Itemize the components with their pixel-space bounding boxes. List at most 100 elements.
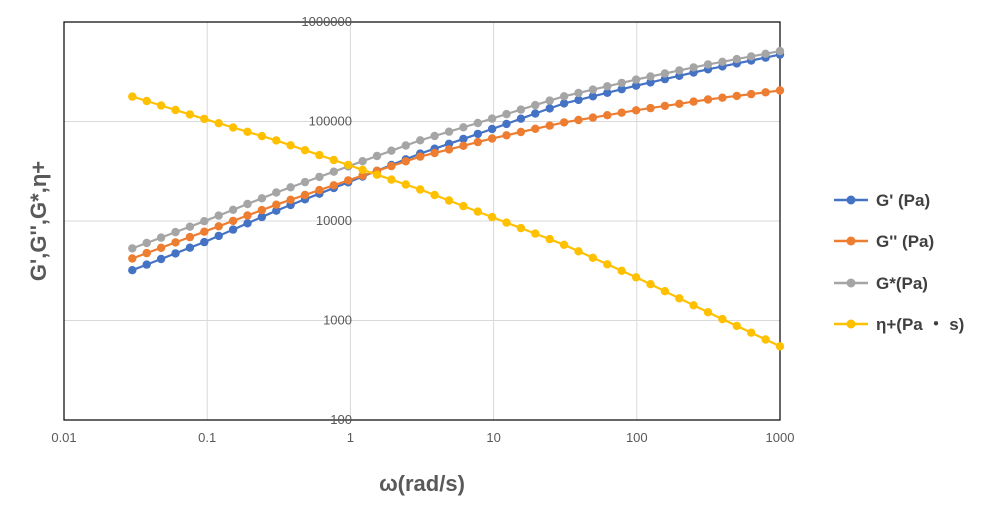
series-line	[131, 95, 781, 348]
legend-swatch-marker	[846, 236, 856, 246]
data-point	[214, 222, 223, 231]
data-point	[747, 328, 756, 337]
data-point	[603, 88, 612, 98]
data-point	[416, 185, 425, 194]
data-point	[703, 60, 713, 69]
data-point	[228, 216, 238, 226]
data-point	[416, 152, 425, 161]
data-point	[372, 170, 382, 179]
data-point	[200, 237, 209, 247]
data-point	[185, 110, 195, 119]
data-point	[559, 118, 569, 127]
x-tick-label: 100	[626, 430, 648, 445]
y-axis-ticks: 100 1000 10000 100000 1000000	[301, 14, 352, 427]
data-point	[300, 190, 310, 200]
data-point	[675, 66, 684, 75]
data-point	[272, 136, 281, 145]
data-point	[574, 247, 583, 256]
data-point	[272, 206, 281, 215]
series-line	[131, 53, 781, 272]
data-point	[646, 72, 655, 81]
data-point	[646, 103, 655, 113]
data-point	[775, 86, 785, 95]
legend-swatch-marker	[846, 278, 856, 288]
data-point	[631, 106, 641, 115]
data-point	[531, 100, 540, 110]
series-group	[128, 46, 785, 351]
data-point	[531, 229, 540, 238]
data-point	[416, 136, 425, 145]
data-point	[142, 248, 151, 258]
legend-label: η+(Pa ・ s)	[876, 315, 964, 334]
y-tick-label: 1000000	[301, 14, 352, 29]
x-tick-label: 1	[347, 430, 354, 445]
data-point	[243, 211, 252, 220]
data-point	[315, 185, 324, 195]
data-point	[718, 93, 727, 102]
data-point	[401, 180, 410, 189]
data-point	[559, 99, 569, 108]
x-axis-title: ω(rad/s)	[379, 471, 465, 496]
data-point	[156, 243, 166, 252]
data-point	[156, 254, 166, 264]
data-point	[473, 137, 482, 147]
data-point	[228, 123, 238, 132]
data-point	[603, 82, 612, 91]
data-point	[257, 212, 267, 222]
data-point	[761, 88, 770, 97]
x-tick-label: 0.1	[198, 430, 216, 445]
data-point	[459, 123, 468, 132]
data-point	[703, 308, 713, 317]
data-point	[732, 54, 741, 64]
data-point	[718, 314, 727, 324]
data-point	[574, 115, 583, 125]
data-point	[430, 131, 439, 141]
data-point	[559, 240, 569, 249]
legend-swatch-marker	[846, 319, 856, 329]
data-point	[272, 200, 281, 209]
y-tick-label: 100	[330, 412, 352, 427]
data-point	[487, 134, 497, 143]
data-point	[502, 119, 511, 129]
data-point	[516, 114, 526, 123]
data-point	[358, 171, 367, 180]
data-point	[502, 218, 511, 227]
data-point	[660, 101, 670, 111]
data-point	[545, 234, 554, 244]
data-point	[487, 124, 497, 134]
legend-label: G'' (Pa)	[876, 232, 934, 251]
data-point	[444, 145, 454, 154]
x-axis-ticks: 0.01 0.1 1 10 100 1000	[51, 430, 794, 445]
data-point	[732, 321, 741, 331]
data-point	[171, 105, 180, 115]
data-point	[473, 207, 482, 216]
data-point	[243, 199, 252, 209]
data-point	[329, 167, 338, 176]
data-point	[531, 124, 540, 133]
data-point	[459, 134, 468, 144]
data-point	[689, 97, 698, 106]
x-tick-label: 1000	[766, 430, 795, 445]
data-point	[329, 181, 338, 190]
data-point	[718, 57, 727, 66]
data-point	[185, 232, 195, 242]
data-point	[286, 183, 295, 192]
data-point	[631, 273, 641, 282]
data-point	[675, 294, 684, 303]
data-point	[747, 89, 756, 99]
data-point	[128, 244, 137, 253]
data-point	[214, 119, 223, 128]
data-point	[142, 238, 151, 248]
x-tick-label: 0.01	[51, 430, 76, 445]
y-tick-label: 100000	[309, 114, 352, 129]
data-point	[214, 231, 223, 241]
y-tick-label: 10000	[316, 213, 352, 228]
data-point	[574, 95, 583, 105]
data-point	[257, 131, 267, 141]
data-point	[732, 91, 741, 101]
data-point	[300, 177, 310, 187]
data-point	[243, 219, 252, 228]
data-point	[689, 63, 698, 72]
data-point	[142, 260, 151, 269]
